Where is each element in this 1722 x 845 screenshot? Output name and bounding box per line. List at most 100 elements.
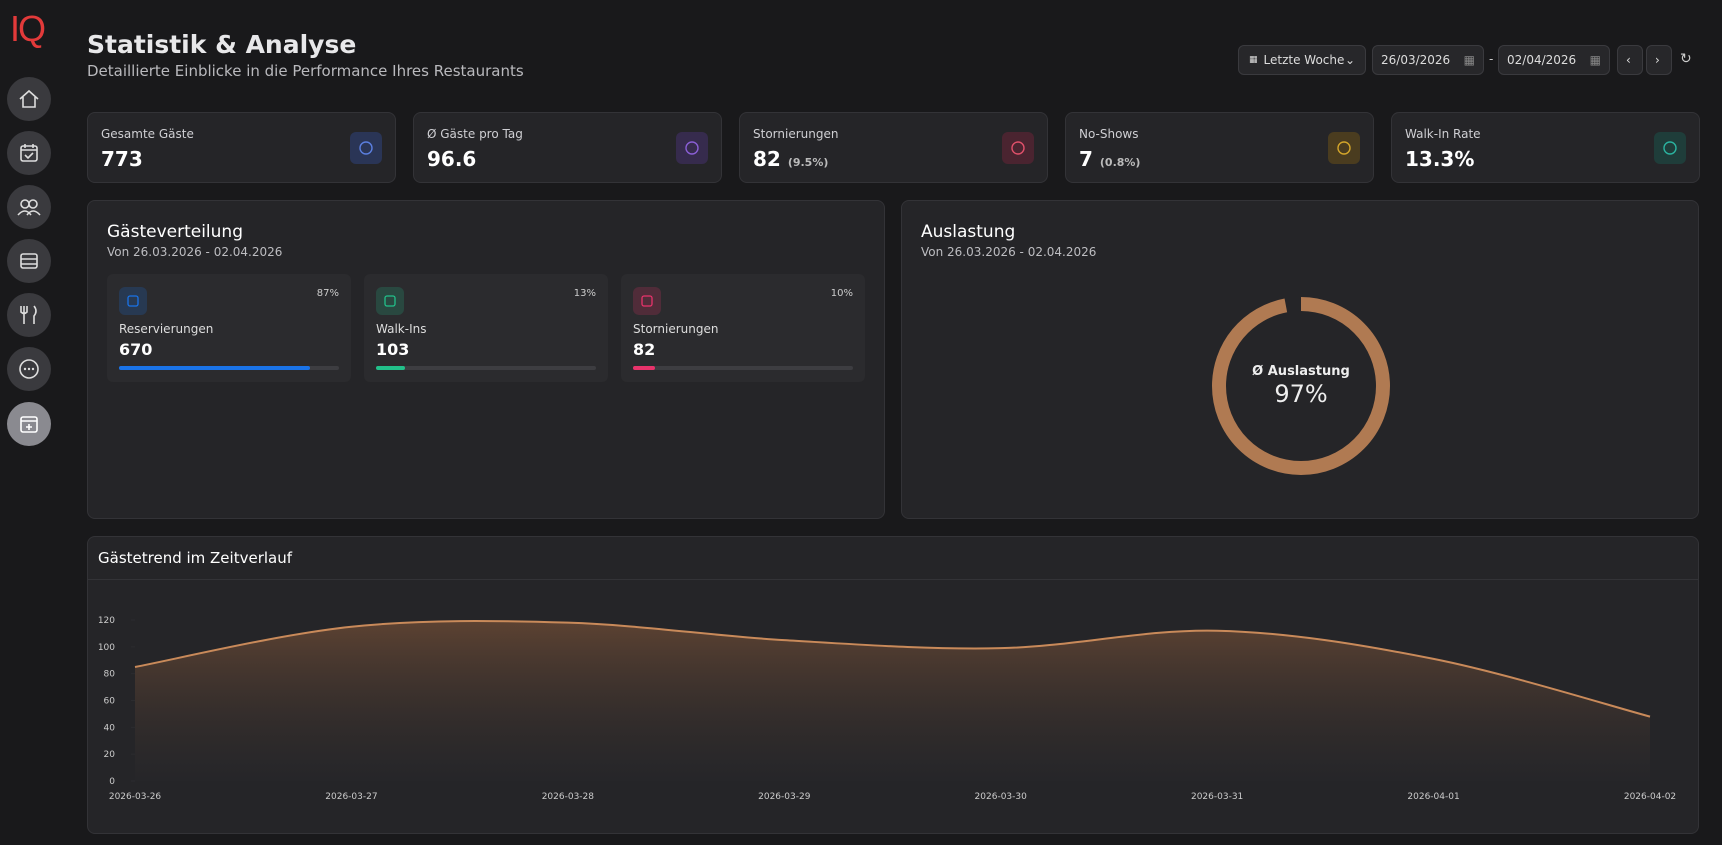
- icon-shape: [384, 295, 396, 307]
- kpi-label: No-Shows: [1079, 127, 1139, 141]
- brand-logo[interactable]: IQ: [10, 8, 46, 49]
- kpi-icon: [1328, 132, 1360, 164]
- kpi-card: Walk-In Rate 13.3%: [1391, 112, 1700, 183]
- kpi-icon: [1654, 132, 1686, 164]
- y-tick-label: 40: [104, 723, 116, 733]
- icon-glyph: [1011, 141, 1025, 155]
- kpi-note: (0.8%): [1099, 156, 1141, 169]
- kpi-icon: [350, 132, 382, 164]
- icon-glyph: [1337, 141, 1351, 155]
- nav-more[interactable]: [7, 347, 51, 391]
- x-tick-label: 2026-03-26: [109, 792, 162, 802]
- kpi-value-row: 82 (9.5%): [753, 147, 828, 171]
- y-tick-label: 100: [98, 643, 115, 653]
- kpi-value: 96.6: [427, 147, 477, 171]
- kpi-card: Ø Gäste pro Tag 96.6: [413, 112, 722, 183]
- kpi-value-row: 7 (0.8%): [1079, 147, 1140, 171]
- date-part: 2026: [1419, 53, 1451, 67]
- kpi-value: 82: [753, 147, 781, 171]
- distribution-value: 82: [633, 340, 656, 359]
- gauge-value: 97%: [1274, 380, 1327, 408]
- distribution-label: Reservierungen: [119, 322, 214, 336]
- panel-title: Gästetrend im Zeitverlauf: [98, 549, 293, 567]
- kpi-value-row: 13.3%: [1405, 147, 1474, 171]
- nav-home[interactable]: [7, 77, 51, 121]
- next-button[interactable]: ›: [1646, 45, 1672, 75]
- icon-glyph: [685, 141, 699, 155]
- date-part: 04: [1526, 53, 1542, 67]
- y-tick-label: 80: [104, 670, 116, 680]
- distribution-label: Walk-Ins: [376, 322, 427, 336]
- progress-track: [633, 366, 853, 370]
- x-tick-label: 2026-03-28: [542, 792, 595, 802]
- area-line: [134, 620, 1651, 718]
- icon-glyph: [359, 141, 373, 155]
- date-part: 02: [1507, 53, 1523, 67]
- refresh-button[interactable]: ↻: [1680, 51, 1692, 67]
- date-separator: -: [1489, 52, 1494, 66]
- nav-menu[interactable]: [7, 293, 51, 337]
- nav-tables[interactable]: [7, 239, 51, 283]
- x-tick-label: 2026-03-27: [325, 792, 377, 802]
- nav-guests[interactable]: [7, 185, 51, 229]
- date-part: 2026: [1545, 53, 1577, 67]
- icon-glyph: [127, 295, 139, 307]
- prev-button[interactable]: ‹: [1617, 45, 1643, 75]
- icon-shape: [359, 141, 373, 155]
- page-subtitle: Detaillierte Einblicke in die Performanc…: [87, 62, 524, 80]
- date-part: 03: [1400, 53, 1416, 67]
- y-tick-label: 20: [104, 750, 116, 760]
- distribution-percent: 13%: [573, 288, 596, 299]
- kpi-icon: [676, 132, 708, 164]
- distribution-icon: [633, 287, 661, 315]
- x-tick-label: 2026-04-01: [1407, 792, 1459, 802]
- distribution-value: 670: [119, 340, 153, 359]
- gauge-arc: [1212, 297, 1390, 475]
- panel-period: Von 26.03.2026 - 02.04.2026: [921, 245, 1097, 259]
- icon-shape: [1011, 141, 1025, 155]
- panel-title: Auslastung: [921, 222, 1016, 242]
- kpi-label: Walk-In Rate: [1405, 127, 1481, 141]
- range-label: Letzte Woche: [1263, 53, 1345, 67]
- nav-calendar[interactable]: [7, 131, 51, 175]
- panel-period: Von 26.03.2026 - 02.04.2026: [107, 245, 283, 259]
- kpi-value-row: 96.6: [427, 147, 476, 171]
- kpi-value: 7: [1079, 147, 1093, 171]
- kpi-note: (9.5%): [787, 156, 829, 169]
- x-tick-label: 2026-03-31: [1191, 792, 1243, 802]
- icon-shape: [685, 141, 699, 155]
- page-title: Statistik & Analyse: [87, 30, 357, 59]
- occupancy-panel: Auslastung Von 26.03.2026 - 02.04.2026 9…: [901, 200, 1699, 519]
- kpi-card: Stornierungen 82 (9.5%): [739, 112, 1048, 183]
- progress-bar: [119, 366, 311, 370]
- panel-title: Gästeverteilung: [107, 222, 243, 242]
- date-from[interactable]: 26/03/2026 ▦: [1372, 45, 1484, 75]
- progress-track: [376, 366, 596, 370]
- icon-glyph: [384, 295, 396, 307]
- kpi-value-row: 773: [101, 147, 143, 171]
- distribution-card: 87% Reservierungen 670: [107, 274, 351, 382]
- occupancy-gauge: 97% Ø Auslastung: [1212, 297, 1390, 475]
- kpi-label: Gesamte Gäste: [101, 127, 194, 141]
- y-tick-label: 0: [109, 777, 115, 787]
- distribution-label: Stornierungen: [633, 322, 719, 336]
- date-to[interactable]: 02/04/2026 ▦: [1498, 45, 1610, 75]
- y-tick-label: 60: [104, 697, 116, 707]
- progress-bar: [633, 366, 655, 370]
- icon-glyph: [641, 295, 653, 307]
- distribution-card: 10% Stornierungen 82: [621, 274, 865, 382]
- kpi-icon: [1002, 132, 1034, 164]
- icon-shape: [127, 295, 139, 307]
- distribution-percent: 10%: [830, 288, 853, 299]
- range-select[interactable]: ▦ Letzte Woche ⌄: [1238, 45, 1366, 75]
- gauge-label: Ø Auslastung: [1252, 364, 1350, 379]
- date-part: 26: [1381, 53, 1397, 67]
- kpi-value: 13.3%: [1405, 147, 1475, 171]
- kpi-label: Ø Gäste pro Tag: [427, 127, 523, 141]
- x-tick-label: 2026-04-02: [1624, 792, 1676, 802]
- nav-statistics[interactable]: [7, 402, 51, 446]
- x-tick-label: 2026-03-29: [758, 792, 811, 802]
- progress-track: [119, 366, 339, 370]
